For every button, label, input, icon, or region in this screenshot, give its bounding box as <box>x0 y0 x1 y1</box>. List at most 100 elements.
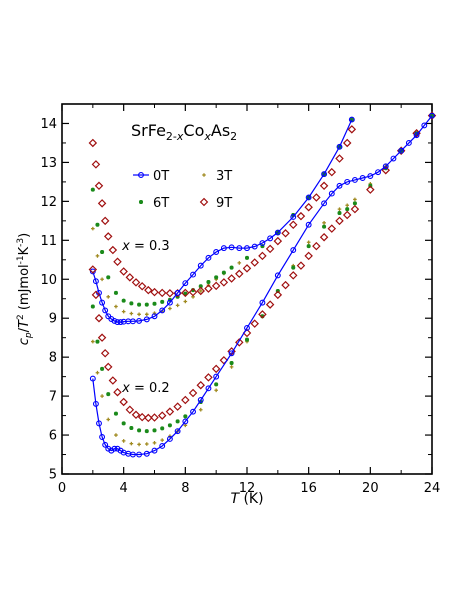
data-point <box>322 224 327 229</box>
legend-label: 0T <box>153 169 169 184</box>
data-point <box>100 366 105 371</box>
data-point <box>319 181 329 191</box>
data-point <box>236 245 243 252</box>
x-tick-label: 16 <box>300 481 317 496</box>
series-layer <box>88 111 437 458</box>
data-point <box>104 362 113 372</box>
data-point <box>405 139 412 146</box>
data-point <box>91 226 95 231</box>
data-point <box>96 420 102 427</box>
data-point <box>88 265 98 274</box>
data-point <box>121 439 126 443</box>
data-point <box>348 116 355 123</box>
data-point <box>342 138 352 148</box>
legend-marker <box>138 172 144 178</box>
data-point <box>119 267 128 276</box>
data-point <box>250 258 259 267</box>
data-point <box>321 171 328 178</box>
data-point <box>129 441 134 446</box>
data-point <box>121 309 126 314</box>
data-point <box>114 319 121 326</box>
data-point <box>351 176 358 183</box>
data-point <box>322 220 326 225</box>
data-point <box>350 204 360 214</box>
legend-label: 3T <box>216 169 232 184</box>
data-point <box>214 382 219 387</box>
data-point <box>291 265 296 270</box>
data-point <box>106 392 111 397</box>
data-point <box>188 287 198 297</box>
data-point <box>367 173 374 180</box>
data-point <box>228 350 235 357</box>
group-labels: x = 0.3 x = 0.2 <box>121 239 170 396</box>
data-point <box>151 447 158 454</box>
data-point <box>198 289 203 293</box>
data-point <box>144 442 149 446</box>
legend-entry-3T: 3T <box>202 169 232 184</box>
data-point <box>99 299 106 306</box>
y-axis-label: cp/T2 (mJmol-1K-3) <box>16 233 34 345</box>
data-point <box>381 165 390 175</box>
data-point <box>304 251 313 261</box>
data-point <box>259 240 266 246</box>
data-point <box>290 213 297 220</box>
data-point <box>335 216 344 226</box>
data-point <box>235 338 244 347</box>
data-point <box>289 220 298 229</box>
data-point <box>121 421 126 426</box>
data-point <box>421 122 428 129</box>
data-point <box>113 290 118 295</box>
data-point <box>117 319 124 326</box>
data-point <box>144 429 149 434</box>
data-point <box>183 299 188 304</box>
data-point <box>125 273 135 282</box>
data-point <box>304 202 313 212</box>
series-line <box>92 119 353 323</box>
data-point <box>213 249 220 255</box>
legend-marker <box>202 173 206 177</box>
x-tick-label: 12 <box>239 481 256 496</box>
data-point <box>221 270 226 275</box>
data-point <box>121 298 126 303</box>
data-point <box>328 190 335 197</box>
data-point <box>129 311 134 316</box>
data-point <box>106 275 111 280</box>
y-tick-label: 10 <box>40 273 57 288</box>
data-point <box>259 299 266 306</box>
data-point <box>100 250 105 254</box>
data-point <box>99 434 106 440</box>
data-point <box>191 288 196 293</box>
data-point <box>166 435 173 442</box>
data-point <box>174 289 181 296</box>
data-point <box>242 264 252 273</box>
data-point <box>143 316 150 323</box>
data-point <box>88 138 98 148</box>
x-tick-label: 24 <box>424 481 441 496</box>
data-point <box>244 245 250 252</box>
data-point <box>312 193 321 202</box>
svg-text:SrFe2-xCoxAs2: SrFe2-xCoxAs2 <box>131 121 237 143</box>
data-point <box>92 278 99 285</box>
data-point <box>91 160 101 169</box>
data-point <box>250 319 259 328</box>
legend-marker <box>199 197 209 207</box>
data-point <box>113 257 122 266</box>
y-tick-label: 12 <box>40 195 57 210</box>
data-point <box>106 417 111 422</box>
data-point <box>251 243 258 250</box>
data-point <box>114 304 118 309</box>
data-point <box>337 207 342 211</box>
x-tick-label: 8 <box>181 481 189 496</box>
data-point <box>144 413 153 423</box>
data-point <box>327 224 337 233</box>
data-point <box>181 288 190 298</box>
data-point <box>95 222 100 227</box>
data-point <box>129 426 134 431</box>
data-point <box>260 314 265 319</box>
data-point <box>214 388 218 393</box>
data-point <box>229 365 234 369</box>
data-point <box>244 324 250 331</box>
data-point <box>129 318 136 325</box>
data-point <box>227 274 236 283</box>
